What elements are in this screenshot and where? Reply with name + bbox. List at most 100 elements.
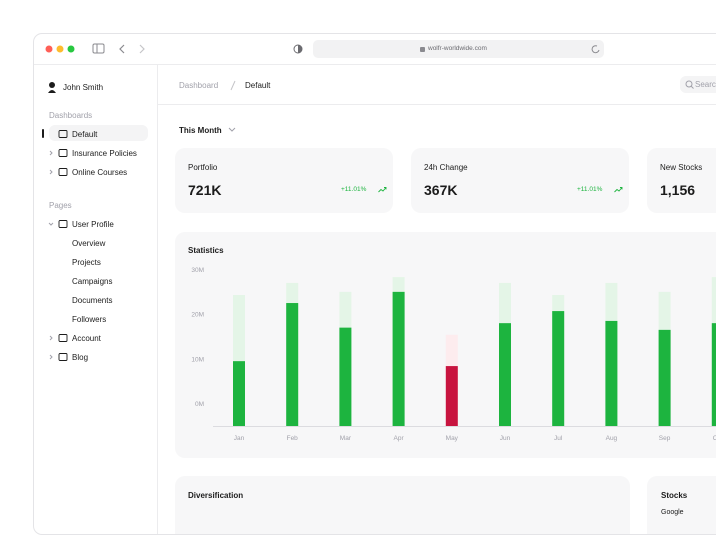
period-chevron bbox=[228, 127, 236, 132]
item-icon bbox=[58, 168, 68, 176]
avatar bbox=[48, 82, 56, 93]
expand-chevron bbox=[49, 150, 53, 156]
y-tick-label: 20M bbox=[191, 312, 204, 319]
stat-title: Portfolio bbox=[188, 163, 218, 172]
item-icon bbox=[58, 149, 68, 157]
search-icon bbox=[685, 80, 694, 89]
header-border bbox=[158, 104, 716, 105]
bar bbox=[499, 323, 511, 426]
nav-subitem[interactable]: Overview bbox=[72, 239, 106, 248]
forward-button[interactable] bbox=[139, 44, 145, 54]
chart: 0M 10M 20M 30M Jan Feb Mar Apr May Jun Jul Aug Sep Oc… bbox=[191, 267, 716, 442]
search-placeholder: Search bbox=[695, 80, 716, 89]
x-tick-label: May bbox=[446, 435, 459, 442]
expand-chevron bbox=[49, 335, 53, 341]
x-tick-label: Mar bbox=[340, 435, 352, 442]
stocks-card: Stocks Google bbox=[647, 476, 716, 534]
nav-item[interactable]: Insurance Policies bbox=[72, 149, 137, 158]
bar bbox=[711, 323, 716, 426]
trend-line bbox=[378, 187, 387, 193]
item-icon bbox=[58, 168, 68, 176]
panel-title: Stocks bbox=[661, 491, 688, 500]
sidebar: John Smith Dashboards Default Insurance Pol… bbox=[34, 65, 158, 534]
stat-card: Portfolio 721K +11.01% bbox=[175, 148, 393, 213]
zoom-button[interactable] bbox=[67, 45, 75, 53]
avatar-body bbox=[48, 90, 56, 93]
nav-item[interactable]: Account bbox=[72, 334, 101, 343]
chevron bbox=[49, 150, 53, 156]
bar bbox=[658, 329, 671, 426]
item-icon bbox=[58, 130, 68, 138]
x-tick-label: Jun bbox=[500, 435, 511, 442]
chevron bbox=[49, 354, 53, 360]
trend-icon bbox=[614, 187, 623, 193]
trend-line bbox=[614, 187, 623, 193]
nav-subitem[interactable]: Followers bbox=[72, 315, 107, 324]
section-title: Dashboards bbox=[49, 111, 93, 120]
item-icon bbox=[58, 353, 68, 361]
search-box[interactable]: Search bbox=[680, 76, 716, 93]
item-icon bbox=[58, 130, 68, 138]
period-selector[interactable]: This Month bbox=[179, 126, 222, 135]
chevron bbox=[49, 169, 53, 175]
item-icon bbox=[58, 353, 68, 361]
nav-item[interactable]: Blog bbox=[72, 353, 89, 362]
item-icon bbox=[58, 220, 68, 228]
breadcrumb-separator bbox=[230, 80, 236, 91]
chart-title: Statistics bbox=[188, 246, 224, 255]
item-icon bbox=[58, 149, 68, 157]
x-tick-label: Feb bbox=[287, 435, 299, 442]
stat-title: 24h Change bbox=[424, 163, 468, 172]
diversification-card: Diversification bbox=[175, 476, 630, 534]
expand-chevron bbox=[48, 222, 54, 226]
reload-button[interactable] bbox=[591, 45, 600, 54]
minimize-button[interactable] bbox=[56, 45, 64, 53]
x-tick-label: Apr bbox=[394, 435, 405, 442]
browser-window: wolfr-worldwide.com John Smith Dashboards… bbox=[33, 33, 716, 535]
active-indicator bbox=[42, 129, 44, 138]
stock-name[interactable]: Google bbox=[661, 509, 684, 516]
bar bbox=[392, 291, 405, 426]
breadcrumb-current: Default bbox=[245, 81, 271, 90]
nav-subitem[interactable]: Projects bbox=[72, 258, 101, 267]
chevron bbox=[48, 222, 54, 226]
y-tick-label: 30M bbox=[191, 267, 204, 274]
stat-value: 1,156 bbox=[660, 182, 696, 198]
x-tick-label: Sep bbox=[659, 435, 671, 442]
avatar-head bbox=[49, 82, 55, 88]
stat-card: New Stocks 1,156 bbox=[647, 148, 716, 213]
bar bbox=[552, 311, 565, 426]
y-tick-label: 0M bbox=[195, 401, 204, 408]
lock-icon bbox=[420, 47, 425, 52]
nav-subitem[interactable]: Documents bbox=[72, 296, 113, 305]
url: wolfr-worldwide.com bbox=[428, 45, 487, 52]
bar bbox=[286, 303, 299, 426]
nav-item[interactable]: Online Courses bbox=[72, 168, 128, 177]
statistics-card: Statistics 0M 10M 20M 30M Jan Feb Mar Apr May Jun… bbox=[175, 232, 716, 458]
section-title: Pages bbox=[49, 201, 72, 210]
toolbar bbox=[45, 40, 604, 58]
active-item-bg bbox=[49, 125, 148, 141]
item-icon bbox=[58, 220, 68, 228]
back-button[interactable] bbox=[119, 44, 125, 54]
chevron bbox=[49, 335, 53, 341]
stat-change: +11.01% bbox=[341, 186, 367, 193]
x-tick-label: Jan bbox=[234, 435, 245, 442]
item-icon bbox=[58, 334, 68, 342]
close-button[interactable] bbox=[45, 45, 53, 53]
user-name[interactable]: John Smith bbox=[63, 83, 104, 92]
bar bbox=[445, 366, 458, 426]
address-bar[interactable] bbox=[313, 40, 604, 58]
sidebar-toggle[interactable] bbox=[92, 43, 105, 54]
panel-title: Diversification bbox=[188, 491, 244, 500]
y-tick-label: 10M bbox=[191, 356, 204, 363]
nav-item[interactable]: User Profile bbox=[72, 220, 114, 229]
privacy-icon-fill bbox=[298, 45, 302, 53]
bar bbox=[605, 320, 618, 426]
x-tick-label: Oct bbox=[713, 435, 716, 442]
x-tick-label: Jul bbox=[554, 435, 563, 442]
nav-item[interactable]: Default bbox=[72, 130, 98, 139]
nav-subitem[interactable]: Campaigns bbox=[72, 277, 113, 286]
breadcrumb-root[interactable]: Dashboard bbox=[179, 81, 219, 90]
stat-value: 721K bbox=[188, 182, 222, 198]
